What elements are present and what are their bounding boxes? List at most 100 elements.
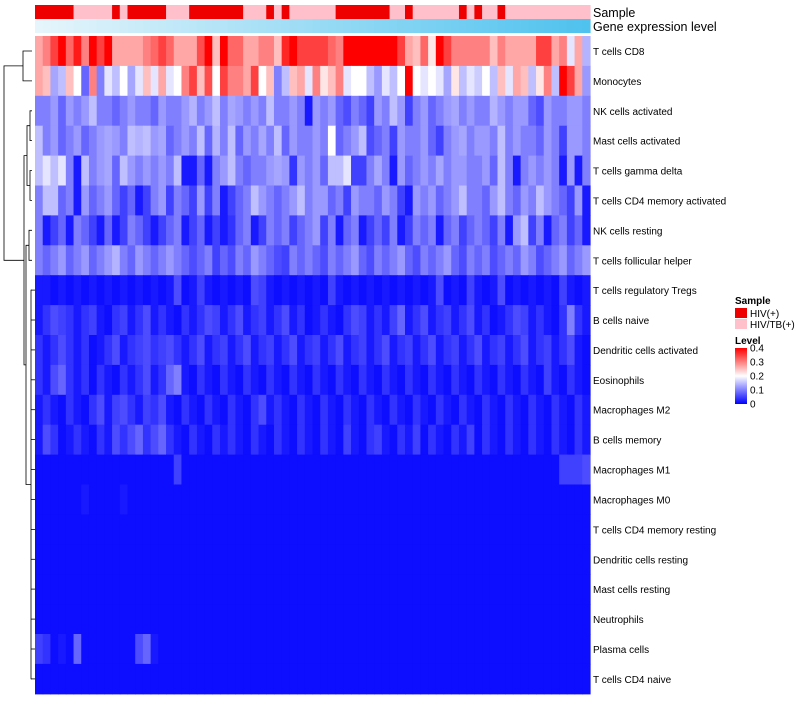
- heatmap-cell: [505, 275, 514, 306]
- heatmap-cell: [443, 514, 452, 545]
- heatmap-cell: [335, 155, 344, 187]
- heatmap-cell: [536, 424, 545, 456]
- heatmap-cell: [327, 65, 337, 97]
- heatmap-cell: [489, 604, 499, 635]
- heatmap-cell: [112, 394, 121, 426]
- heatmap-cell: [389, 185, 398, 216]
- heatmap-cell: [343, 364, 352, 396]
- heatmap-cell: [250, 634, 260, 665]
- heatmap-cell: [412, 454, 422, 486]
- heatmap-cell: [212, 394, 221, 426]
- heatmap-cell: [196, 215, 206, 246]
- heatmap-cell: [536, 574, 545, 605]
- heatmap-cell: [366, 245, 375, 276]
- heatmap-cell: [304, 484, 314, 515]
- heatmap-cell: [335, 424, 344, 456]
- heatmap-cell: [366, 275, 375, 306]
- heatmap-cell: [135, 514, 144, 545]
- dendrogram-branch: [25, 244, 31, 485]
- heatmap-cell: [196, 245, 206, 276]
- heatmap-cell: [243, 454, 252, 486]
- heatmap-cell: [181, 185, 190, 216]
- heatmap-cell: [351, 364, 360, 396]
- heatmap-cell: [497, 215, 506, 246]
- heatmap-cell: [297, 36, 306, 67]
- heatmap-cell: [559, 634, 568, 665]
- heatmap-cell: [119, 663, 129, 695]
- heatmap-cell: [166, 245, 175, 276]
- heatmap-cell: [451, 245, 460, 276]
- heatmap-cell: [112, 424, 121, 456]
- heatmap-cell: [474, 335, 483, 366]
- heatmap-cell: [35, 544, 44, 575]
- expression-cell: [50, 19, 59, 33]
- heatmap-cell: [351, 484, 360, 515]
- heatmap-cell: [289, 514, 298, 545]
- heatmap-cell: [204, 574, 213, 605]
- heatmap-cell: [489, 424, 499, 456]
- heatmap-cell: [505, 604, 514, 635]
- sample-cell: [489, 5, 499, 19]
- heatmap-cell: [312, 245, 321, 276]
- heatmap-cell: [582, 514, 591, 545]
- heatmap-cell: [289, 335, 298, 366]
- heatmap-cell: [212, 364, 221, 396]
- heatmap-cell: [489, 155, 499, 187]
- heatmap-cell: [212, 305, 221, 336]
- heatmap-cell: [289, 574, 298, 605]
- heatmap-cell: [474, 394, 483, 426]
- heatmap-cell: [127, 245, 136, 276]
- heatmap-cell: [566, 155, 576, 187]
- heatmap-cell: [142, 155, 152, 187]
- heatmap-cell: [335, 95, 344, 127]
- sample-cell: [343, 5, 352, 19]
- heatmap-cell: [119, 574, 129, 605]
- heatmap-cell: [405, 305, 414, 336]
- heatmap-cell: [50, 305, 59, 336]
- heatmap-cell: [65, 185, 75, 216]
- heatmap-cell: [566, 275, 576, 306]
- heatmap-cell: [273, 275, 283, 306]
- heatmap-cell: [420, 484, 429, 515]
- heatmap-cell: [397, 544, 406, 575]
- expression-cell: [312, 19, 321, 33]
- heatmap-cell: [405, 604, 414, 635]
- sample-cell: [88, 5, 98, 19]
- heatmap-cell: [559, 275, 568, 306]
- heatmap-cell: [258, 245, 267, 276]
- expression-cell: [181, 19, 190, 33]
- heatmap-cell: [258, 394, 267, 426]
- heatmap-cell: [335, 305, 344, 336]
- heatmap-cell: [289, 604, 298, 635]
- heatmap-cell: [119, 125, 129, 157]
- heatmap-cell: [528, 335, 537, 366]
- sample-cell: [189, 5, 198, 19]
- heatmap-cell: [551, 514, 560, 545]
- heatmap-cell: [96, 95, 105, 127]
- expression-cell: [520, 19, 529, 33]
- heatmap-cell: [212, 125, 221, 157]
- heatmap-cell: [58, 454, 67, 486]
- heatmap-cell: [235, 36, 244, 67]
- heatmap-cell: [405, 574, 414, 605]
- heatmap-cell: [405, 36, 414, 67]
- heatmap-cell: [189, 574, 198, 605]
- heatmap-cell: [220, 484, 229, 515]
- heatmap-cell: [104, 424, 113, 456]
- heatmap-cell: [289, 275, 298, 306]
- heatmap-cell: [150, 245, 159, 276]
- heatmap-cell: [88, 36, 98, 67]
- heatmap-cell: [289, 95, 298, 127]
- heatmap-cell: [50, 454, 59, 486]
- heatmap-cell: [73, 364, 82, 396]
- heatmap-cell: [142, 484, 152, 515]
- heatmap-cell: [189, 155, 198, 187]
- heatmap-cell: [281, 484, 290, 515]
- sample-cell: [220, 5, 229, 19]
- heatmap-cell: [258, 275, 267, 306]
- heatmap-cell: [458, 65, 468, 97]
- heatmap-cell: [397, 514, 406, 545]
- heatmap-cell: [559, 335, 568, 366]
- heatmap-cell: [566, 125, 576, 157]
- heatmap-cell: [528, 245, 537, 276]
